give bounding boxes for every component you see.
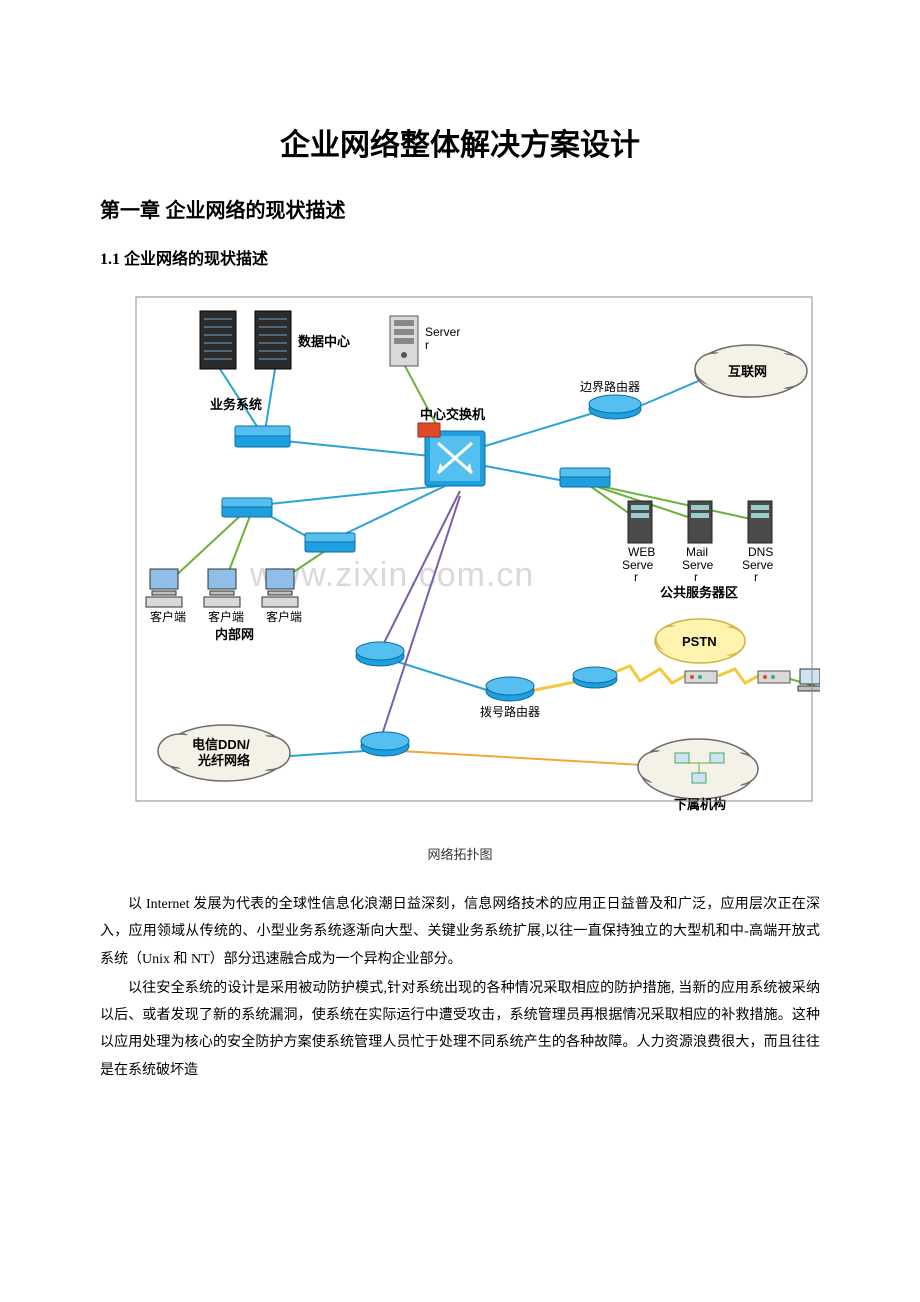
document-title: 企业网络整体解决方案设计 bbox=[100, 120, 820, 164]
intermediate-router bbox=[356, 642, 404, 666]
svg-text:r: r bbox=[425, 338, 429, 352]
ddn-router bbox=[361, 732, 409, 756]
svg-text:客户端: 客户端 bbox=[266, 609, 302, 624]
internet-cloud: 互联网 bbox=[695, 345, 807, 397]
svg-text:边界路由器: 边界路由器 bbox=[580, 379, 640, 394]
svg-text:WEB: WEB bbox=[628, 545, 655, 559]
web-server: WEB Serve r bbox=[622, 501, 655, 584]
intranet-label: 内部网 bbox=[215, 627, 254, 642]
network-topology-diagram: www.zixin.com.cn 互联网 bbox=[100, 291, 820, 816]
access-switch-1 bbox=[222, 498, 272, 517]
dial-router: 拨号路由器 bbox=[480, 677, 540, 719]
diagram-caption: 网络拓扑图 bbox=[100, 844, 820, 863]
svg-text:中心交换机: 中心交换机 bbox=[420, 407, 485, 422]
svg-text:r: r bbox=[634, 570, 638, 584]
svg-text:Server: Server bbox=[425, 325, 460, 339]
core-switch: 中心交换机 bbox=[418, 407, 485, 486]
chapter-heading: 第一章 企业网络的现状描述 bbox=[100, 194, 820, 223]
body-paragraph-2: 以往安全系统的设计是采用被动防护模式,针对系统出现的各种情况采取相应的防护措施,… bbox=[100, 975, 820, 1084]
svg-text:客户端: 客户端 bbox=[150, 609, 186, 624]
sub-org-cloud: 下属机构 bbox=[638, 739, 758, 811]
svg-text:拨号路由器: 拨号路由器 bbox=[480, 704, 540, 719]
server-zone-switch bbox=[560, 468, 610, 487]
modem-1 bbox=[685, 671, 717, 683]
svg-text:客户端: 客户端 bbox=[208, 609, 244, 624]
svg-text:r: r bbox=[694, 570, 698, 584]
svg-text:PSTN: PSTN bbox=[682, 634, 717, 649]
svg-text:r: r bbox=[754, 570, 758, 584]
svg-text:Mail: Mail bbox=[686, 545, 708, 559]
client-pc-1: 客户端 bbox=[146, 569, 186, 624]
mail-server: Mail Serve r bbox=[682, 501, 714, 584]
ddn-cloud: 电信DDN/ 光纤网络 bbox=[158, 725, 290, 781]
section-heading: 1.1 企业网络的现状描述 bbox=[100, 245, 820, 269]
border-router: 边界路由器 bbox=[580, 379, 641, 419]
access-switch-2 bbox=[305, 533, 355, 552]
svg-text:DNS: DNS bbox=[748, 545, 773, 559]
body-paragraph-1: 以 Internet 发展为代表的全球性信息化浪潮日益深刻，信息网络技术的应用正… bbox=[100, 891, 820, 973]
data-center-racks: 数据中心 bbox=[200, 311, 350, 369]
business-switch: 业务系统 bbox=[210, 397, 290, 447]
pstn-router bbox=[573, 667, 617, 688]
dns-server: DNS Serve r bbox=[742, 501, 774, 584]
svg-text:业务系统: 业务系统 bbox=[210, 397, 262, 412]
svg-text:光纤网络: 光纤网络 bbox=[197, 753, 250, 768]
pstn-cloud: PSTN bbox=[655, 619, 745, 663]
modem-2 bbox=[758, 671, 790, 683]
svg-text:互联网: 互联网 bbox=[728, 364, 767, 379]
server-tower: Server r bbox=[390, 316, 460, 366]
pub-server-zone-label: 公共服务器区 bbox=[660, 585, 738, 600]
remote-user bbox=[798, 663, 820, 711]
svg-text:下属机构: 下属机构 bbox=[674, 797, 726, 811]
svg-text:电信DDN/: 电信DDN/ bbox=[192, 737, 250, 752]
svg-text:数据中心: 数据中心 bbox=[298, 334, 350, 349]
client-pc-2: 客户端 bbox=[204, 569, 244, 624]
